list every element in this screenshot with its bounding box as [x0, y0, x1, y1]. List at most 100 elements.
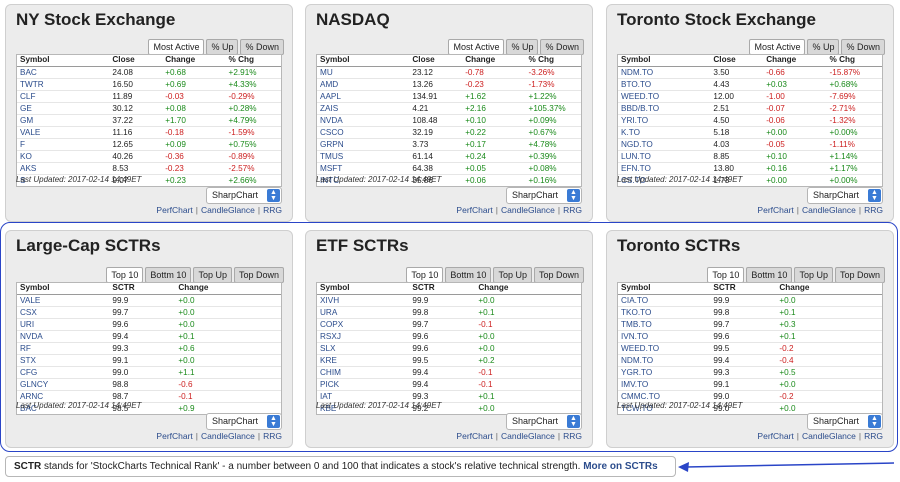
tab-down[interactable]: % Down	[540, 39, 584, 55]
symbol-link[interactable]: URA	[317, 306, 410, 319]
tab-down[interactable]: % Down	[240, 39, 284, 55]
tab-most-active[interactable]: Most Active	[448, 39, 505, 55]
symbol-link[interactable]: RF	[17, 342, 110, 355]
tab-top-down[interactable]: Top Down	[233, 267, 284, 283]
tab-top-down[interactable]: Top Down	[533, 267, 584, 283]
symbol-link[interactable]: EFN.TO	[618, 162, 711, 175]
symbol-link[interactable]: SLX	[317, 342, 410, 355]
symbol-link[interactable]: STX	[17, 354, 110, 367]
symbol-link[interactable]: IMV.TO	[618, 378, 711, 391]
candleglance-link[interactable]: CandleGlance	[501, 205, 555, 215]
symbol-link[interactable]: NDM.TO	[618, 66, 711, 79]
rrg-link[interactable]: RRG	[263, 431, 282, 441]
symbol-link[interactable]: TMUS	[317, 150, 410, 163]
symbol-link[interactable]: AAPL	[317, 90, 410, 103]
symbol-link[interactable]: MSFT	[317, 162, 410, 175]
symbol-link[interactable]: GRPN	[317, 138, 410, 151]
tab-top-10[interactable]: Top 10	[106, 267, 144, 283]
tab-up[interactable]: % Up	[206, 39, 239, 55]
perfchart-link[interactable]: PerfChart	[156, 431, 193, 441]
tab-top-10[interactable]: Top 10	[406, 267, 444, 283]
symbol-link[interactable]: ARNC	[17, 390, 110, 403]
chart-type-select[interactable]: SharpChart ▲ ▼	[506, 187, 582, 204]
symbol-link[interactable]: KO	[17, 150, 110, 163]
symbol-link[interactable]: GLNCY	[17, 378, 110, 391]
symbol-link[interactable]: NDM.TO	[618, 354, 711, 367]
rrg-link[interactable]: RRG	[864, 431, 883, 441]
perfchart-link[interactable]: PerfChart	[757, 205, 794, 215]
symbol-link[interactable]: YRI.TO	[618, 114, 711, 127]
tab-top-10[interactable]: Top 10	[707, 267, 745, 283]
tab-top-up[interactable]: Top Up	[493, 267, 532, 283]
candleglance-link[interactable]: CandleGlance	[501, 431, 555, 441]
symbol-link[interactable]: YGR.TO	[618, 366, 711, 379]
tab-bottm-10[interactable]: Bottm 10	[746, 267, 793, 283]
rrg-link[interactable]: RRG	[864, 205, 883, 215]
symbol-link[interactable]: CHIM	[317, 366, 410, 379]
symbol-link[interactable]: TWTR	[17, 78, 110, 91]
symbol-link[interactable]: CIA.TO	[618, 294, 711, 307]
chart-type-select[interactable]: SharpChart ▲ ▼	[206, 187, 282, 204]
symbol-link[interactable]: COPX	[317, 318, 410, 331]
symbol-link[interactable]: BAC	[20, 403, 37, 413]
symbol-link[interactable]: LUN.TO	[618, 150, 711, 163]
symbol-link[interactable]: VALE	[17, 126, 110, 139]
symbol-link[interactable]: KRE	[317, 354, 410, 367]
symbol-link[interactable]: GE	[17, 102, 110, 115]
chart-type-select[interactable]: SharpChart ▲ ▼	[506, 413, 582, 430]
rrg-link[interactable]: RRG	[263, 205, 282, 215]
symbol-link[interactable]: F	[17, 138, 110, 151]
symbol-link[interactable]: TMB.TO	[618, 318, 711, 331]
symbol-link[interactable]: GM	[17, 114, 110, 127]
perfchart-link[interactable]: PerfChart	[456, 205, 493, 215]
chart-type-select[interactable]: SharpChart ▲ ▼	[206, 413, 282, 430]
symbol-link[interactable]: AMD	[317, 78, 410, 91]
symbol-link[interactable]: NVDA	[17, 330, 110, 343]
chart-type-select[interactable]: SharpChart ▲ ▼	[807, 187, 883, 204]
symbol-link[interactable]: AKS	[17, 162, 110, 175]
symbol-link[interactable]: WEED.TO	[618, 342, 711, 355]
symbol-link[interactable]: ZAIS	[317, 102, 410, 115]
rrg-link[interactable]: RRG	[563, 431, 582, 441]
symbol-link[interactable]: TCW.TO	[621, 403, 653, 413]
tab-most-active[interactable]: Most Active	[749, 39, 806, 55]
candleglance-link[interactable]: CandleGlance	[201, 431, 255, 441]
symbol-link[interactable]: URI	[17, 318, 110, 331]
symbol-link[interactable]: S	[20, 175, 26, 185]
candleglance-link[interactable]: CandleGlance	[201, 205, 255, 215]
symbol-link[interactable]: CSX	[17, 306, 110, 319]
perfchart-link[interactable]: PerfChart	[757, 431, 794, 441]
tab-up[interactable]: % Up	[807, 39, 840, 55]
symbol-link[interactable]: CS.TO	[621, 175, 646, 185]
perfchart-link[interactable]: PerfChart	[456, 431, 493, 441]
perfchart-link[interactable]: PerfChart	[156, 205, 193, 215]
symbol-link[interactable]: KBE	[320, 403, 337, 413]
tab-top-down[interactable]: Top Down	[834, 267, 885, 283]
symbol-link[interactable]: MU	[317, 66, 410, 79]
symbol-link[interactable]: IAT	[317, 390, 410, 403]
symbol-link[interactable]: BBD/B.TO	[618, 102, 711, 115]
symbol-link[interactable]: CFG	[17, 366, 110, 379]
candleglance-link[interactable]: CandleGlance	[802, 205, 856, 215]
symbol-link[interactable]: BAC	[17, 66, 110, 79]
symbol-link[interactable]: BTO.TO	[618, 78, 711, 91]
tab-top-up[interactable]: Top Up	[193, 267, 232, 283]
chart-type-select[interactable]: SharpChart ▲ ▼	[807, 413, 883, 430]
symbol-link[interactable]: RSXJ	[317, 330, 410, 343]
symbol-link[interactable]: IVN.TO	[618, 330, 711, 343]
symbol-link[interactable]: TKO.TO	[618, 306, 711, 319]
tab-most-active[interactable]: Most Active	[148, 39, 205, 55]
tab-down[interactable]: % Down	[841, 39, 885, 55]
more-on-sctrs-link[interactable]: More on SCTRs	[583, 461, 658, 472]
symbol-link[interactable]: PICK	[317, 378, 410, 391]
symbol-link[interactable]: XIVH	[317, 294, 410, 307]
tab-up[interactable]: % Up	[506, 39, 539, 55]
tab-top-up[interactable]: Top Up	[794, 267, 833, 283]
symbol-link[interactable]: K.TO	[618, 126, 711, 139]
rrg-link[interactable]: RRG	[563, 205, 582, 215]
tab-bottm-10[interactable]: Bottm 10	[145, 267, 192, 283]
symbol-link[interactable]: INTC	[320, 175, 340, 185]
symbol-link[interactable]: NVDA	[317, 114, 410, 127]
tab-bottm-10[interactable]: Bottm 10	[445, 267, 492, 283]
symbol-link[interactable]: VALE	[17, 294, 110, 307]
